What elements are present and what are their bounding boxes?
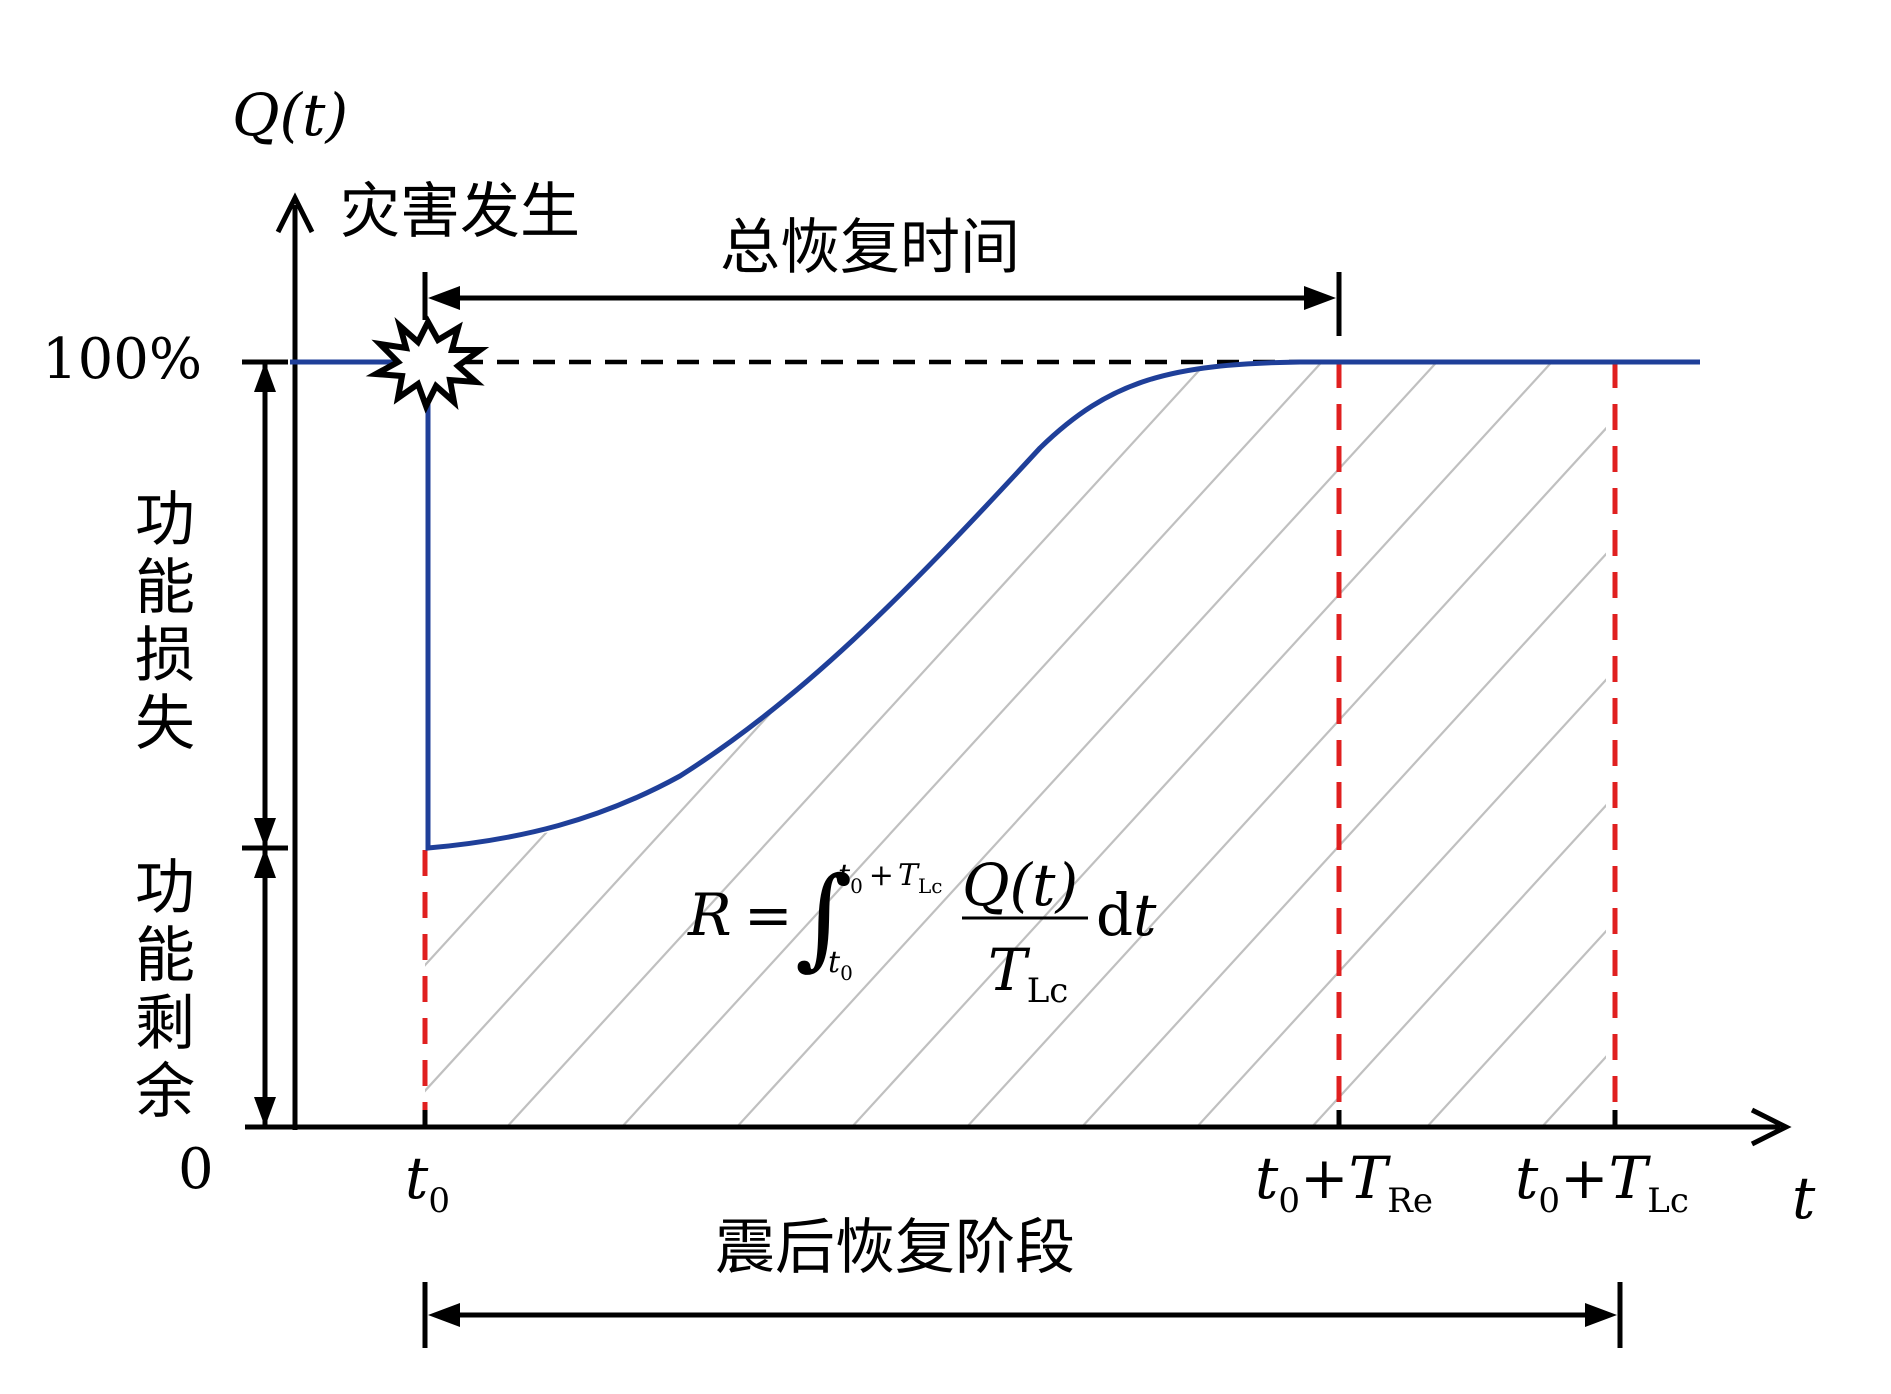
- y-tick-100: 100%: [42, 327, 202, 392]
- residual-arrow-bottom: [254, 1097, 276, 1127]
- t0-plus-tlc-tick-label: t0+TLc: [1515, 1144, 1689, 1221]
- y-axis-arrowhead: [275, 192, 315, 234]
- svg-text:失: 失: [135, 689, 195, 759]
- residual-arrow-top: [254, 848, 276, 878]
- y-axis-label: Q(t): [232, 81, 348, 149]
- total-recovery-arrow-right: [1304, 286, 1336, 310]
- disaster-occurs-label: 灾害发生: [340, 177, 580, 247]
- x-axis-arrowhead: [1750, 1107, 1792, 1147]
- axes: [245, 192, 1792, 1147]
- total-recovery-arrow-left: [428, 286, 460, 310]
- x-axis-label: t: [1792, 1164, 1816, 1232]
- post-quake-arrow-right: [1585, 1303, 1617, 1327]
- y-tick-0: 0: [178, 1137, 214, 1202]
- post-quake-dimension: [422, 1282, 1623, 1348]
- functionality-curve: [290, 359, 1700, 851]
- function-loss-label: 功 能 损 失: [135, 485, 195, 759]
- function-residual-label: 功 能 剩 余: [135, 853, 195, 1127]
- t0-tick-label: t0: [405, 1144, 450, 1221]
- loss-residual-dimension: [242, 359, 288, 1127]
- svg-text:t0: t0: [828, 945, 853, 985]
- svg-text:能: 能: [135, 921, 195, 991]
- svg-text:t0+TLc: t0 + TLc: [838, 858, 942, 898]
- svg-text:TLc: TLc: [988, 936, 1068, 1011]
- loss-arrow-top: [254, 362, 276, 392]
- disaster-burst-icon: [365, 315, 490, 414]
- svg-text:能: 能: [135, 553, 195, 623]
- post-quake-recovery-label: 震后恢复阶段: [715, 1213, 1075, 1283]
- t0-plus-tre-tick-label: t0+TRe: [1255, 1144, 1433, 1221]
- total-recovery-time-label: 总恢复时间: [720, 213, 1020, 283]
- resilience-area-hatch: [425, 362, 1606, 1127]
- svg-text:剩: 剩: [135, 989, 195, 1059]
- svg-text:dt: dt: [1096, 881, 1157, 949]
- svg-text:功: 功: [135, 485, 195, 555]
- svg-text:R: R: [687, 881, 732, 949]
- svg-text:Q(t): Q(t): [962, 851, 1078, 919]
- time-markers: [422, 362, 1618, 1110]
- svg-text:损: 损: [135, 621, 195, 691]
- svg-text:=: =: [744, 881, 793, 949]
- svg-text:余: 余: [135, 1057, 195, 1127]
- loss-arrow-bottom: [254, 818, 276, 848]
- resilience-formula: R = ∫ t0 + TLc t0 Q(t) TLc dt: [687, 851, 1157, 1011]
- svg-text:功: 功: [135, 853, 195, 923]
- post-quake-arrow-left: [428, 1303, 460, 1327]
- total-recovery-dimension: [422, 272, 1342, 336]
- svg-text:∫: ∫: [795, 853, 852, 981]
